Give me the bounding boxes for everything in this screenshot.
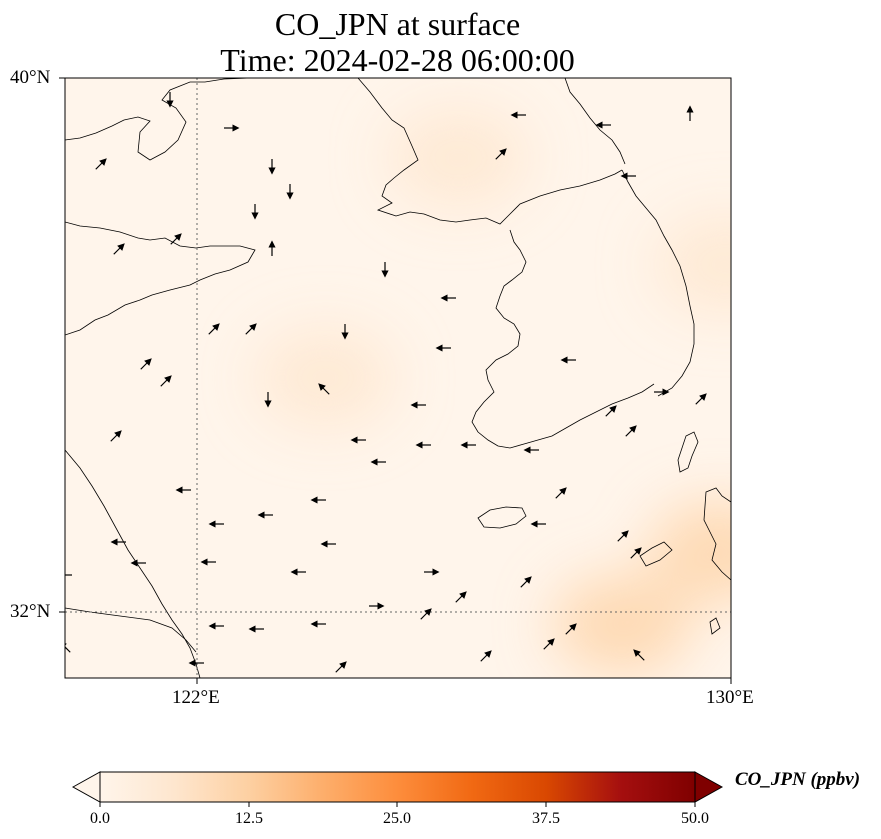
wind-vector-30 [617,530,629,542]
island-kyushu [703,487,731,581]
wind-vector-31 [630,547,642,559]
gridlines [65,78,731,678]
wind-vector-6 [170,233,182,245]
concentration-hotspot-2 [552,574,693,675]
coastline-korea-west [471,229,655,449]
wind-vector-48 [335,661,347,673]
map-frame [64,77,732,679]
colorbar-extend-min [71,771,101,803]
colorbar-extend-max [694,771,724,803]
colorbar-tick-label-1: 12.5 [235,810,263,827]
wind-vector-11 [245,323,257,335]
wind-vector-44 [480,650,492,662]
concentration-hotspot-4 [654,214,731,315]
island-jeju [477,506,527,529]
wind-vector-52 [695,393,707,405]
concentration-hotspot-1 [255,328,396,428]
colorbar-tick-label-4: 50.0 [681,810,709,827]
colorbar-label: CO_JPN (ppbv) [735,769,861,790]
wind-vector-37 [455,591,467,603]
coastline-korea-north [564,78,626,165]
colorbar-tick-label-0: 0.0 [90,810,110,827]
wind-vector-14 [160,375,172,387]
map-area [65,78,731,678]
colorbar [71,771,724,807]
wind-vector-46 [565,623,577,635]
wind-vectors [65,92,707,673]
wind-vector-45 [543,638,555,650]
coastline-yellowsea-west [65,221,256,336]
wind-vector-38 [520,576,532,588]
wind-vector-18 [110,430,122,442]
lon-tick-label-122: 122°E [172,687,220,708]
wind-vector-2 [95,158,107,170]
wind-vector-59 [495,148,507,160]
lon-tick-label-130: 130°E [706,687,754,708]
wind-vector-54 [625,425,637,437]
wind-vector-55 [605,405,617,417]
axis-ticks [59,77,732,684]
concentration-field [255,108,731,675]
wind-vector-15 [318,383,330,395]
coastline-china-north [65,78,251,161]
colorbar-ticks [99,802,696,807]
wind-vector-13 [140,358,152,370]
colorbar-bar [99,771,696,803]
coastline-china-south [65,449,201,678]
wind-vector-50 [65,641,71,653]
wind-vector-12 [208,323,220,335]
lat-tick-label-32: 32°N [10,601,51,622]
wind-vector-47 [633,649,645,661]
wind-vector-40 [420,608,432,620]
wind-vector-7 [113,243,125,255]
lat-tick-label-40: 40°N [10,67,51,88]
concentration-hotspot-0 [388,108,529,208]
island-small-east [709,617,721,635]
colorbar-tick-label-2: 25.0 [383,810,411,827]
wind-vector-28 [555,487,567,499]
map-title-line2: Time: 2024-02-28 06:00:00 [220,42,575,78]
island-tsushima [677,431,699,473]
colorbar-tick-label-3: 37.5 [532,810,560,827]
island-goto [639,541,673,567]
coastline-liaodong [357,78,623,225]
concentration-hotspot-3 [648,501,731,602]
coastline-korea-east [621,169,695,397]
map-title-line1: CO_JPN at surface [274,6,521,42]
